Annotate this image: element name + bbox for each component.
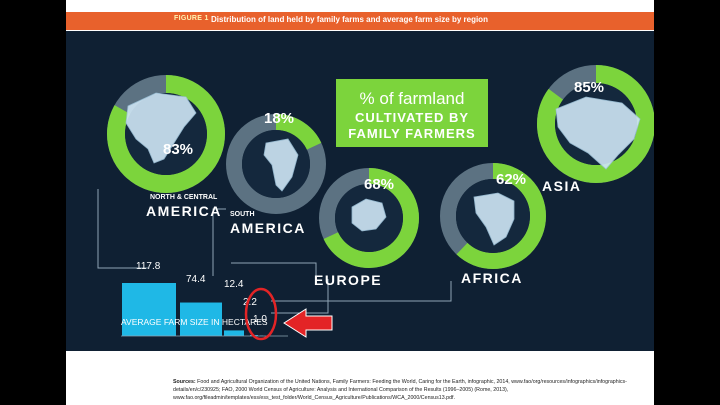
pct-label-europe: 68% xyxy=(364,176,394,193)
region-name-asia: ASIA xyxy=(542,178,581,194)
red-arrow-icon xyxy=(283,308,333,338)
bar-europe xyxy=(224,330,244,336)
region-name-s-america: AMERICA xyxy=(230,220,306,236)
bar-value-africa: 2.2 xyxy=(243,297,257,308)
sources-text: Food and Agricultural Organization of th… xyxy=(173,379,627,401)
bar-s-america xyxy=(180,302,222,336)
donut-share-europe xyxy=(319,168,419,268)
region-name-nc-america: AMERICA xyxy=(146,203,222,219)
title-box: % of farmland CULTIVATED BY FAMILY FARME… xyxy=(336,79,488,147)
bar-axis-label: AVERAGE FARM SIZE IN HECTARES xyxy=(121,317,268,327)
title-line-3: FAMILY FARMERS xyxy=(348,126,475,141)
map-nc-america xyxy=(125,92,197,164)
bar-value-asia: 1.0 xyxy=(253,314,267,325)
farm-size-bars: 117.8 74.4 12.4 2.2 1.0 xyxy=(121,261,288,337)
map-africa xyxy=(473,192,515,246)
title-box-background xyxy=(336,79,488,147)
highlight-circle xyxy=(244,287,278,341)
region-labels: 83% NORTH & CENTRAL AMERICA 18% SOUTH AMERICA… xyxy=(146,79,604,288)
bar-value-s-america: 74.4 xyxy=(186,274,206,285)
bar-value-europe: 12.4 xyxy=(224,279,244,290)
pct-label-africa: 62% xyxy=(496,171,526,188)
pct-label-asia: 85% xyxy=(574,79,604,96)
sources-note: Sources: Food and Agricultural Organizat… xyxy=(173,378,647,402)
pct-label-s-america: 18% xyxy=(264,110,294,127)
donut-share-nc-america xyxy=(107,75,225,193)
connector-africa xyxy=(271,281,452,302)
connector-europe xyxy=(231,262,317,276)
donut-share-africa xyxy=(440,163,546,269)
map-asia xyxy=(555,96,641,170)
figure-header xyxy=(66,12,654,30)
connector-lines xyxy=(97,189,452,314)
title-line-1: % of farmland xyxy=(360,89,465,108)
slide: FIGURE 1 Distribution of land held by fa… xyxy=(66,0,654,405)
map-europe xyxy=(351,198,387,232)
region-name-top-s-america: SOUTH xyxy=(230,211,255,218)
donut-share-asia xyxy=(537,65,654,183)
figure-label: FIGURE 1 xyxy=(174,15,209,22)
donut-share-s-america xyxy=(226,114,326,214)
sources-label: Sources: xyxy=(173,379,196,385)
pct-label-nc-america: 83% xyxy=(163,141,193,158)
region-name-europe: EUROPE xyxy=(314,272,382,288)
figure-title: Distribution of land held by family farm… xyxy=(211,15,488,24)
title-line-2: CULTIVATED BY xyxy=(355,110,469,125)
region-name-africa: AFRICA xyxy=(461,270,523,286)
infographic: 83% NORTH & CENTRAL AMERICA 18% SOUTH AMERICA… xyxy=(66,31,654,351)
bar-nc-america xyxy=(122,283,176,336)
connector-s-america xyxy=(212,208,226,276)
map-s-america xyxy=(263,138,299,192)
bar-value-nc-america: 117.8 xyxy=(136,261,161,272)
region-name-top-nc-america: NORTH & CENTRAL xyxy=(150,194,218,201)
region-maps xyxy=(125,92,641,246)
highlight-annotation xyxy=(244,287,333,341)
connector-nc-america xyxy=(97,189,148,269)
connector-asia xyxy=(271,279,329,314)
